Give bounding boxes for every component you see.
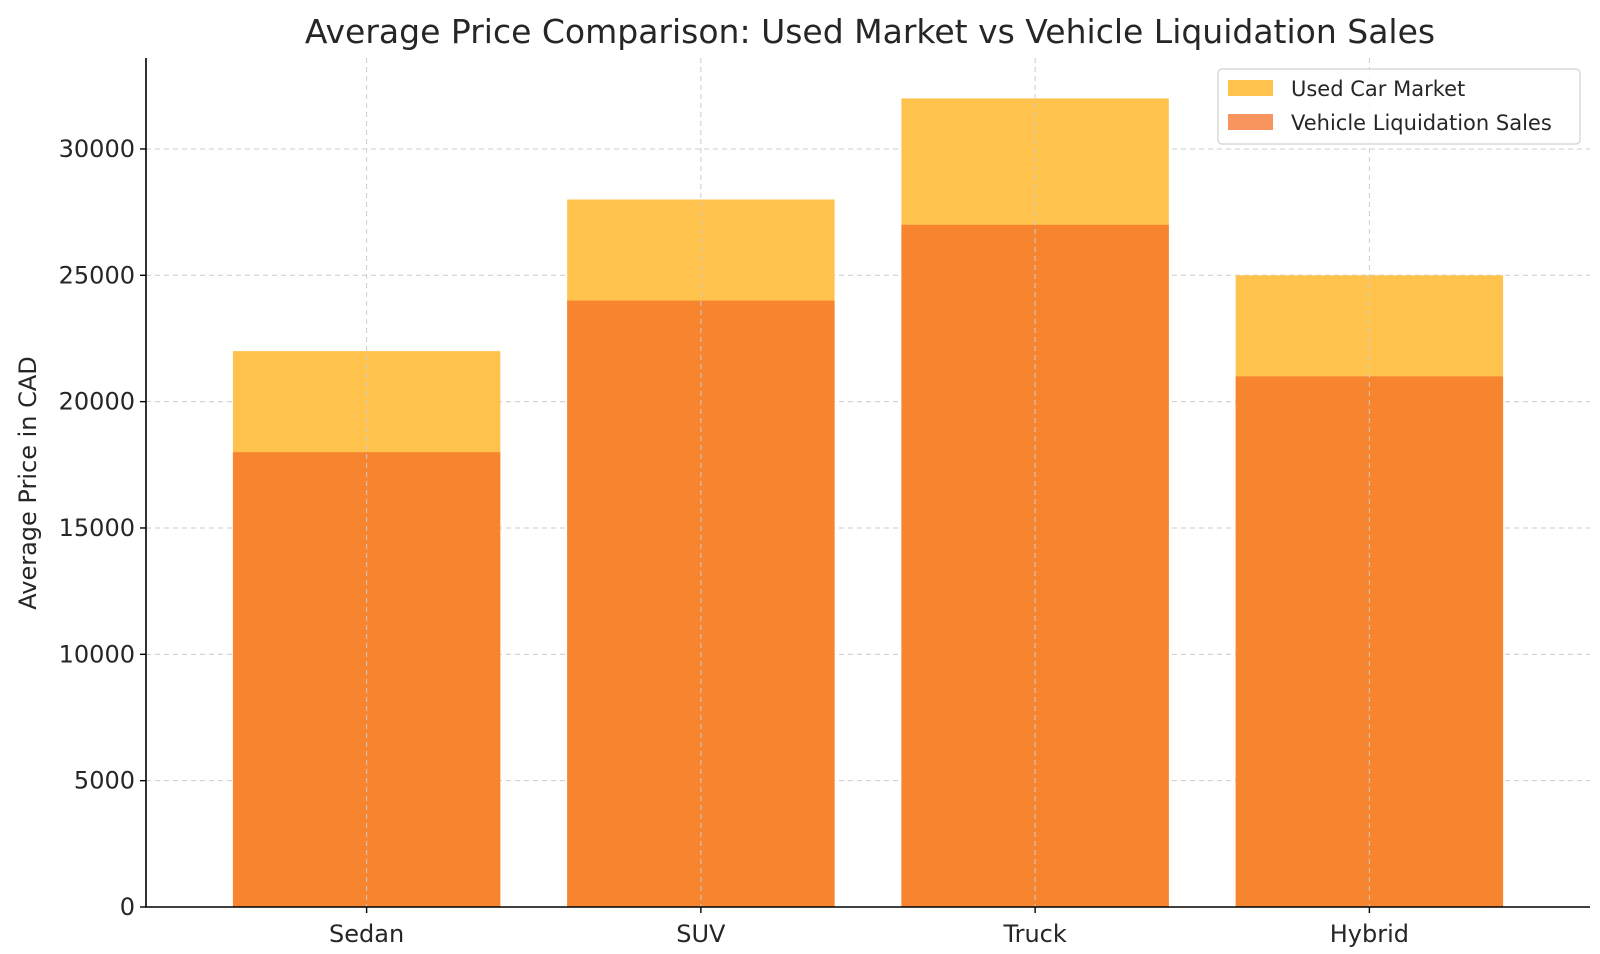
- x-tick-label: Sedan: [329, 920, 404, 948]
- y-tick-label: 0: [120, 893, 135, 921]
- legend-label-used-car-market: Used Car Market: [1291, 77, 1465, 101]
- x-tick-labels: Sedan SUV Truck Hybrid: [329, 907, 1409, 948]
- y-tick-label: 25000: [59, 261, 135, 289]
- y-tick-label: 30000: [59, 135, 135, 163]
- x-tick-label: Hybrid: [1330, 920, 1409, 948]
- legend-box: [1217, 68, 1581, 145]
- y-tick-label: 15000: [59, 514, 135, 542]
- y-tick-label: 20000: [59, 388, 135, 416]
- vertical-gridlines: [366, 58, 1370, 907]
- y-tick-labels: 0 5000 10000 15000 20000 25000 30000: [59, 135, 146, 921]
- legend-swatch-vehicle-liquidation-sales: [1228, 114, 1273, 130]
- legend: Used Car Market Vehicle Liquidation Sale…: [1217, 68, 1581, 145]
- bars: [232, 98, 1504, 908]
- y-axis-label: Average Price in CAD: [14, 356, 42, 610]
- x-tick-label: SUV: [676, 920, 726, 948]
- y-tick-label: 5000: [74, 767, 135, 795]
- x-tick-label: Truck: [1002, 920, 1066, 948]
- y-tick-label: 10000: [59, 640, 135, 668]
- chart-title: Average Price Comparison: Used Market vs…: [305, 12, 1435, 51]
- legend-swatch-used-car-market: [1228, 80, 1273, 96]
- legend-label-vehicle-liquidation-sales: Vehicle Liquidation Sales: [1291, 111, 1552, 135]
